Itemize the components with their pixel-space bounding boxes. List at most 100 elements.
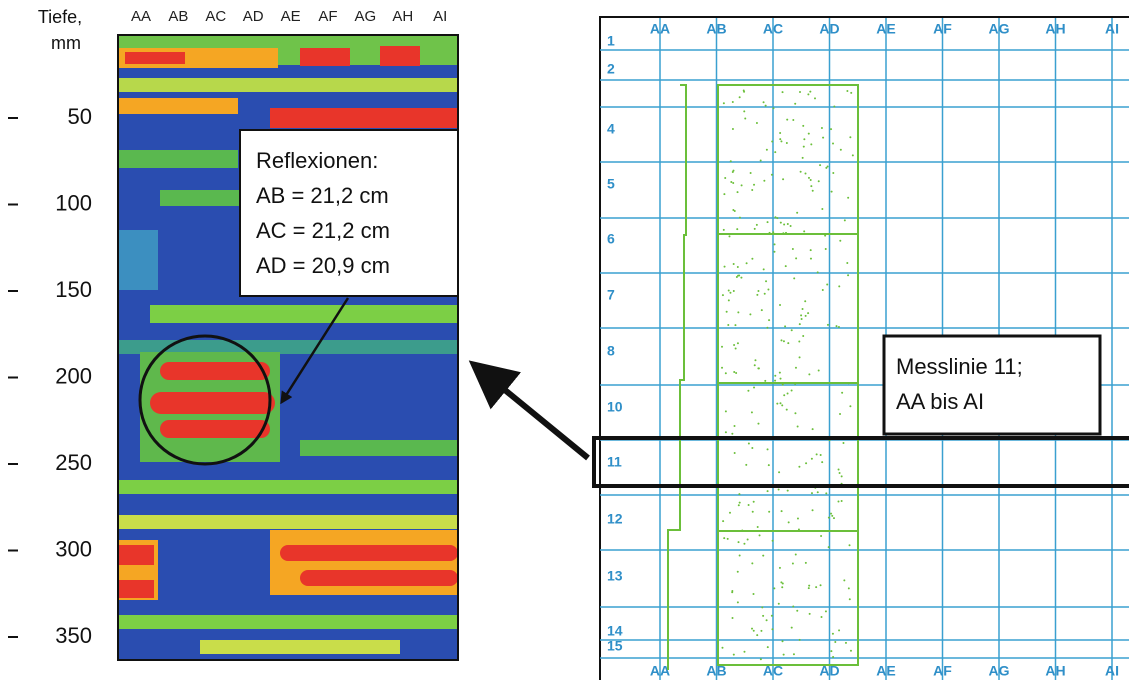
dot: [793, 277, 796, 280]
dot: [784, 231, 787, 234]
dot: [733, 344, 736, 347]
dot: [721, 294, 724, 297]
dot: [781, 640, 784, 643]
dot: [811, 428, 814, 431]
dot: [768, 231, 771, 234]
dot: [759, 159, 762, 162]
dot: [782, 178, 785, 181]
dot: [778, 371, 781, 374]
row-label: 8: [607, 343, 615, 359]
dot: [832, 142, 835, 145]
dot: [732, 181, 735, 184]
dot: [832, 517, 835, 520]
dot: [757, 290, 760, 293]
dot: [753, 183, 756, 186]
dot: [724, 372, 727, 375]
dot: [798, 356, 801, 359]
dot: [786, 118, 789, 121]
dot: [821, 461, 824, 464]
column-label: AG: [355, 8, 377, 25]
dot: [761, 606, 764, 609]
element-outline: [667, 84, 859, 670]
dot: [768, 510, 771, 513]
dot: [838, 629, 841, 632]
dot: [738, 274, 741, 277]
dot: [768, 319, 771, 322]
dot: [723, 265, 726, 268]
dot: [754, 359, 757, 362]
dot: [804, 300, 807, 303]
dot: [809, 90, 812, 93]
dot: [774, 379, 777, 382]
dot: [756, 525, 759, 528]
dot: [839, 239, 842, 242]
dot: [779, 132, 782, 135]
column-label: AD: [819, 663, 839, 679]
dot: [731, 591, 734, 594]
dot: [737, 541, 740, 544]
dot: [791, 562, 794, 565]
dot: [790, 329, 793, 332]
dot: [821, 289, 824, 292]
dot: [781, 582, 784, 585]
dot: [766, 448, 769, 451]
dot: [731, 127, 734, 130]
dot: [800, 317, 803, 320]
dot: [790, 626, 793, 629]
dot: [751, 562, 754, 565]
dot: [826, 165, 829, 168]
column-label: AD: [243, 8, 264, 25]
annotation-text: Reflexionen:: [256, 148, 378, 173]
dot: [809, 257, 812, 260]
dot: [797, 528, 800, 531]
row-label: 15: [607, 638, 623, 654]
dot: [721, 345, 724, 348]
dot: [733, 425, 736, 428]
dot: [838, 285, 841, 288]
dot: [798, 465, 801, 468]
dot: [807, 587, 810, 590]
dot: [810, 143, 813, 146]
dot: [724, 177, 727, 180]
dot: [794, 412, 797, 415]
dot: [766, 221, 769, 224]
dot: [826, 323, 829, 326]
dot: [765, 280, 768, 283]
dot: [727, 323, 730, 326]
dot: [762, 101, 765, 104]
dot: [770, 173, 773, 176]
dot: [820, 615, 823, 618]
dot: [731, 432, 734, 435]
dot: [802, 334, 805, 337]
dot: [740, 276, 743, 279]
dot: [770, 614, 773, 617]
dot: [776, 217, 779, 220]
dot: [830, 190, 833, 193]
dot: [827, 516, 830, 519]
dot: [731, 170, 734, 173]
column-label: AD: [819, 21, 839, 37]
dot: [783, 223, 786, 226]
annotation-box: [882, 334, 1102, 436]
dot: [843, 219, 846, 222]
dot: [810, 185, 813, 188]
dot: [849, 136, 852, 139]
column-label: AF: [933, 663, 952, 679]
dot: [751, 188, 754, 191]
dot: [842, 441, 845, 444]
dot: [760, 309, 763, 312]
dot: [779, 304, 782, 307]
dot: [787, 521, 790, 524]
dot: [765, 619, 768, 622]
dot: [781, 586, 784, 589]
dot: [764, 104, 767, 107]
dot: [825, 492, 828, 495]
dot: [847, 274, 850, 277]
dot: [794, 382, 797, 385]
annotation-box: [239, 129, 459, 297]
dot: [821, 208, 824, 211]
dot: [834, 640, 837, 643]
dot: [755, 223, 758, 226]
dot: [824, 248, 827, 251]
